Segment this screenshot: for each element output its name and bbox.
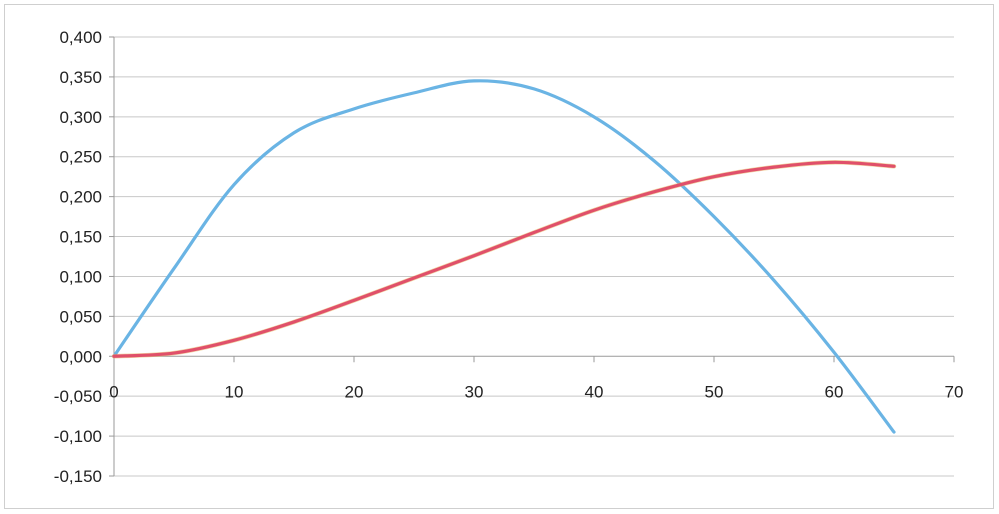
x-tick-label-0: 0 (109, 382, 118, 401)
axes (109, 36, 955, 477)
y-tick-labels: -0,150 -0,100 -0,050 0,000 0,050 0,100 0,150 0,… (54, 28, 102, 486)
x-tick-label-4: 40 (585, 382, 604, 401)
series-lines (111, 79, 897, 434)
y-tick-label-2: -0,050 (54, 387, 102, 406)
series-1-glow (111, 160, 897, 359)
chart-frame (4, 4, 994, 509)
y-tick-label-3: 0,000 (59, 347, 102, 366)
x-tick-label-1: 10 (225, 382, 244, 401)
y-tick-label-7: 0,200 (59, 188, 102, 207)
series-0-line (112, 79, 896, 434)
y-tick-label-0: -0,150 (54, 467, 102, 486)
y-tick-label-11: 0,400 (59, 28, 102, 47)
x-tick-label-3: 30 (465, 382, 484, 401)
x-tick-label-6: 60 (825, 382, 844, 401)
y-tick-label-1: -0,100 (54, 427, 102, 446)
series-1-line (112, 160, 896, 358)
x-tick-label-2: 20 (345, 382, 364, 401)
y-tick-label-8: 0,250 (59, 148, 102, 167)
gridlines (114, 36, 954, 477)
y-tick-label-5: 0,100 (59, 267, 102, 286)
y-tick-label-6: 0,150 (59, 228, 102, 247)
y-tick-label-4: 0,050 (59, 307, 102, 326)
y-tick-label-9: 0,300 (59, 108, 102, 127)
x-tick-label-7: 70 (945, 382, 964, 401)
x-tick-label-5: 50 (705, 382, 724, 401)
x-tick-labels: 0 10 20 30 40 50 60 70 (109, 382, 963, 401)
y-tick-label-10: 0,350 (59, 68, 102, 87)
